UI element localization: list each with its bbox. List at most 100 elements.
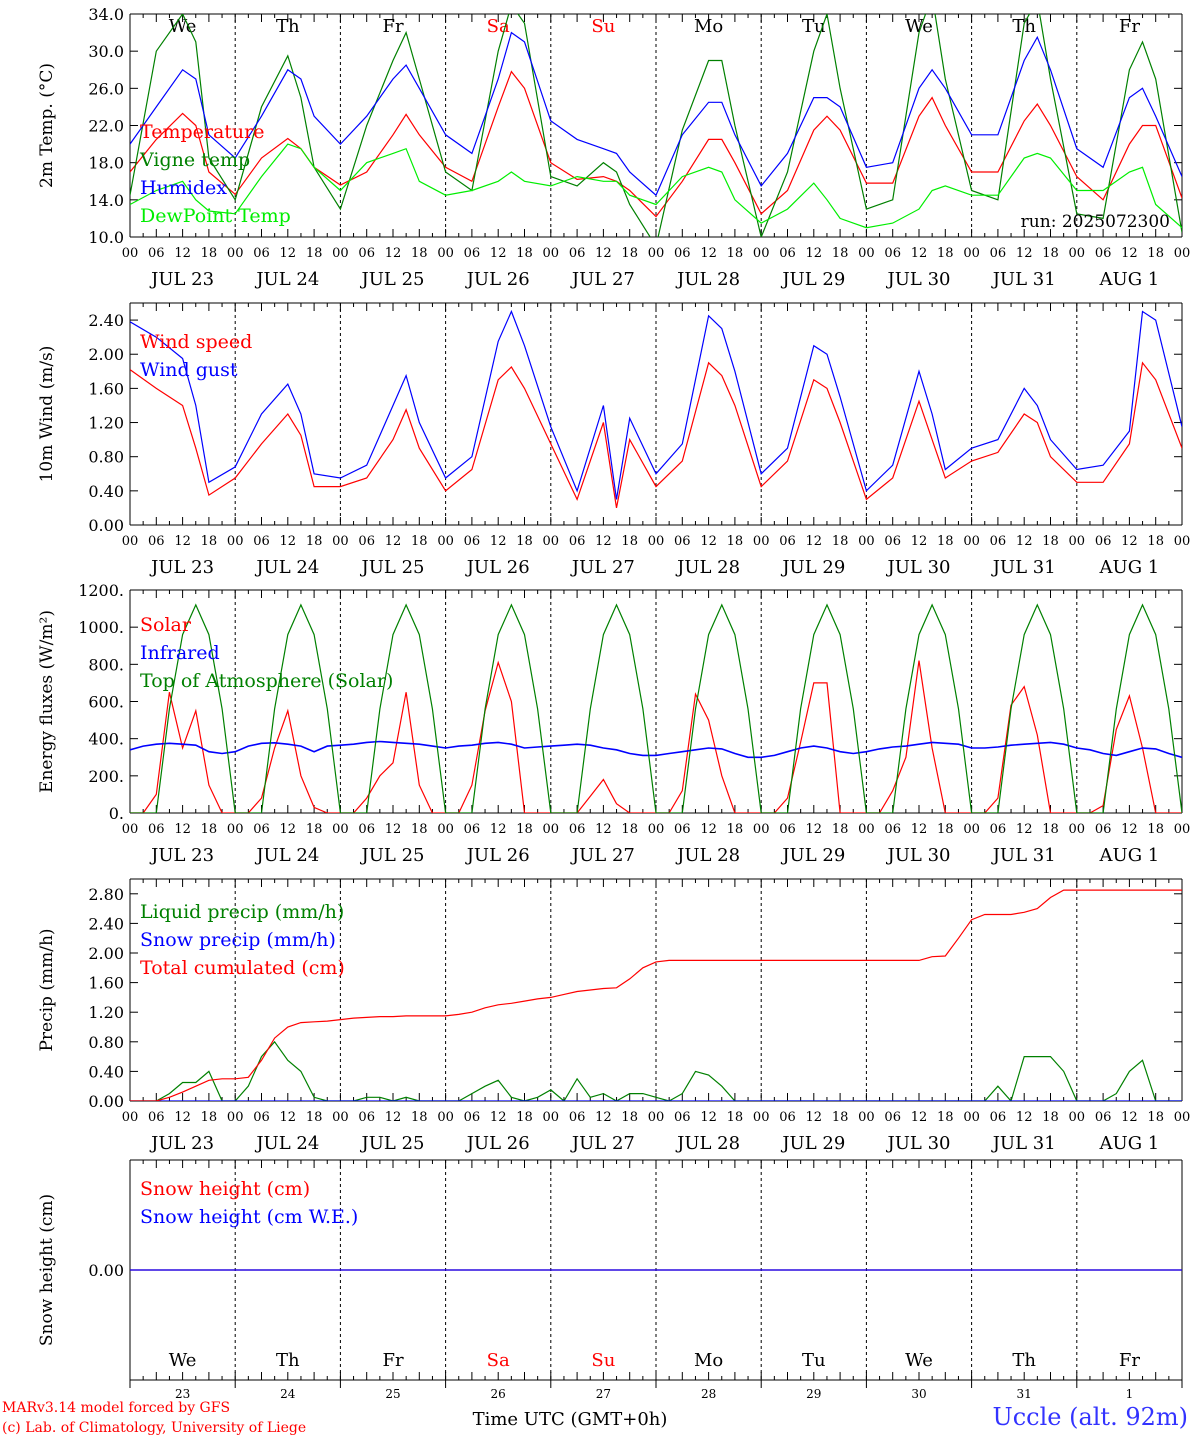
hour-tick-label: 18 [201, 246, 218, 261]
hour-tick-label: 18 [937, 1110, 954, 1125]
series-line-liquid-precip-mm-h- [130, 1040, 1182, 1101]
hour-tick-label: 00 [543, 822, 560, 837]
weekday-label: Sa [487, 16, 510, 37]
hour-tick-label: 18 [1147, 534, 1164, 549]
hour-tick-label: 00 [543, 1110, 560, 1125]
hour-tick-label: 12 [700, 534, 717, 549]
date-label: JUL 31 [991, 845, 1056, 866]
hour-tick-label: 00 [1069, 534, 1086, 549]
weekday-label: Sa [487, 1350, 510, 1371]
y-tick-label: 1200. [78, 581, 124, 600]
y-tick-label: 34.0 [88, 5, 124, 24]
date-label: AUG 1 [1099, 269, 1160, 290]
weekday-label: Tu [802, 16, 826, 37]
hour-tick-label: 18 [832, 246, 849, 261]
hour-tick-label: 12 [1016, 534, 1033, 549]
date-label: JUL 23 [149, 845, 214, 866]
day-number-label: 29 [806, 1387, 821, 1401]
hour-tick-label: 00 [963, 246, 980, 261]
date-label: JUL 30 [886, 1133, 951, 1154]
hour-tick-label: 12 [595, 246, 612, 261]
date-label: JUL 26 [465, 845, 530, 866]
series-line-total-cumulated-cm- [130, 889, 1182, 1101]
legend-entry: Solar [140, 614, 192, 636]
day-number-label: 1 [1126, 1387, 1134, 1401]
hour-tick-label: 18 [1147, 1110, 1164, 1125]
series-line-humidex [130, 31, 1182, 197]
date-label: JUL 27 [570, 1133, 635, 1154]
weekday-label: Fr [1119, 16, 1140, 37]
hour-tick-label: 06 [569, 1110, 586, 1125]
weekday-label: We [905, 16, 933, 37]
hour-tick-label: 00 [648, 246, 665, 261]
hour-tick-label: 06 [464, 1110, 481, 1125]
date-label: JUL 30 [886, 557, 951, 578]
legend-entry: Snow height (cm) [140, 1178, 310, 1200]
hour-tick-label: 18 [411, 246, 428, 261]
hour-tick-label: 00 [122, 534, 139, 549]
series-line-wind-speed [130, 361, 1182, 509]
hour-tick-label: 12 [490, 534, 507, 549]
y-tick-label: 0.00 [88, 516, 124, 535]
panel-2: 0.00 0.40 0.80 1.20 1.60 2.00 2.40 10m Wind (m/… [37, 302, 1190, 578]
hour-tick-label: 12 [595, 534, 612, 549]
weekday-label: We [905, 1350, 933, 1371]
series-line-wind-gust [130, 309, 1182, 500]
hour-tick-label: 18 [621, 246, 638, 261]
hour-tick-label: 06 [253, 246, 270, 261]
hour-tick-label: 00 [332, 246, 349, 261]
hour-tick-label: 06 [148, 534, 165, 549]
hour-tick-label: 06 [884, 1110, 901, 1125]
date-label: JUL 25 [360, 557, 425, 578]
hour-tick-label: 06 [1095, 822, 1112, 837]
hour-tick-label: 00 [227, 534, 244, 549]
y-axis-label: 2m Temp. (°C) [37, 63, 57, 188]
y-tick-label: 2.00 [88, 345, 124, 364]
hour-tick-label: 12 [595, 1110, 612, 1125]
series-line-infrared [130, 740, 1182, 759]
hour-tick-label: 00 [858, 246, 875, 261]
weekday-label: Th [1012, 1350, 1036, 1371]
y-tick-label: 1.60 [88, 974, 124, 993]
hour-tick-label: 00 [963, 534, 980, 549]
date-label: JUL 25 [360, 845, 425, 866]
panel-3: 0. 200. 400. 600. 800. 1000. 1200. Energy fluxe… [37, 581, 1190, 866]
legend-entry: Snow height (cm W.E.) [140, 1206, 358, 1228]
date-label: JUL 28 [675, 845, 740, 866]
hour-tick-label: 06 [779, 246, 796, 261]
y-tick-label: 2.80 [88, 885, 124, 904]
run-annotation: run: 2025072300 [1021, 212, 1170, 232]
hour-tick-label: 06 [569, 534, 586, 549]
date-label: JUL 26 [465, 557, 530, 578]
hour-tick-label: 12 [1016, 822, 1033, 837]
hour-tick-label: 12 [385, 246, 402, 261]
hour-tick-label: 00 [543, 246, 560, 261]
hour-tick-label: 06 [148, 1110, 165, 1125]
hour-tick-label: 00 [122, 1110, 139, 1125]
hour-tick-label: 06 [358, 534, 375, 549]
date-label: JUL 31 [991, 557, 1056, 578]
weekday-label: Th [276, 16, 300, 37]
y-tick-label: 800. [88, 655, 124, 674]
hour-tick-label: 18 [621, 534, 638, 549]
hour-tick-label: 00 [858, 822, 875, 837]
y-tick-label: 22.0 [88, 117, 124, 136]
hour-tick-label: 12 [1121, 822, 1138, 837]
date-label: JUL 25 [360, 1133, 425, 1154]
date-label: JUL 24 [254, 269, 319, 290]
hour-tick-label: 18 [1042, 822, 1059, 837]
date-label: JUL 23 [149, 269, 214, 290]
hour-tick-label: 00 [122, 246, 139, 261]
hour-tick-label: 06 [569, 246, 586, 261]
hour-tick-label: 12 [174, 534, 191, 549]
hour-tick-label: 12 [385, 534, 402, 549]
hour-tick-label: 06 [779, 1110, 796, 1125]
hour-tick-label: 00 [858, 534, 875, 549]
date-label: JUL 24 [254, 1133, 319, 1154]
hour-tick-label: 12 [174, 246, 191, 261]
hour-tick-label: 12 [806, 1110, 823, 1125]
weekday-label: Su [591, 1350, 615, 1371]
hour-tick-label: 18 [306, 1110, 323, 1125]
hour-tick-label: 18 [201, 822, 218, 837]
